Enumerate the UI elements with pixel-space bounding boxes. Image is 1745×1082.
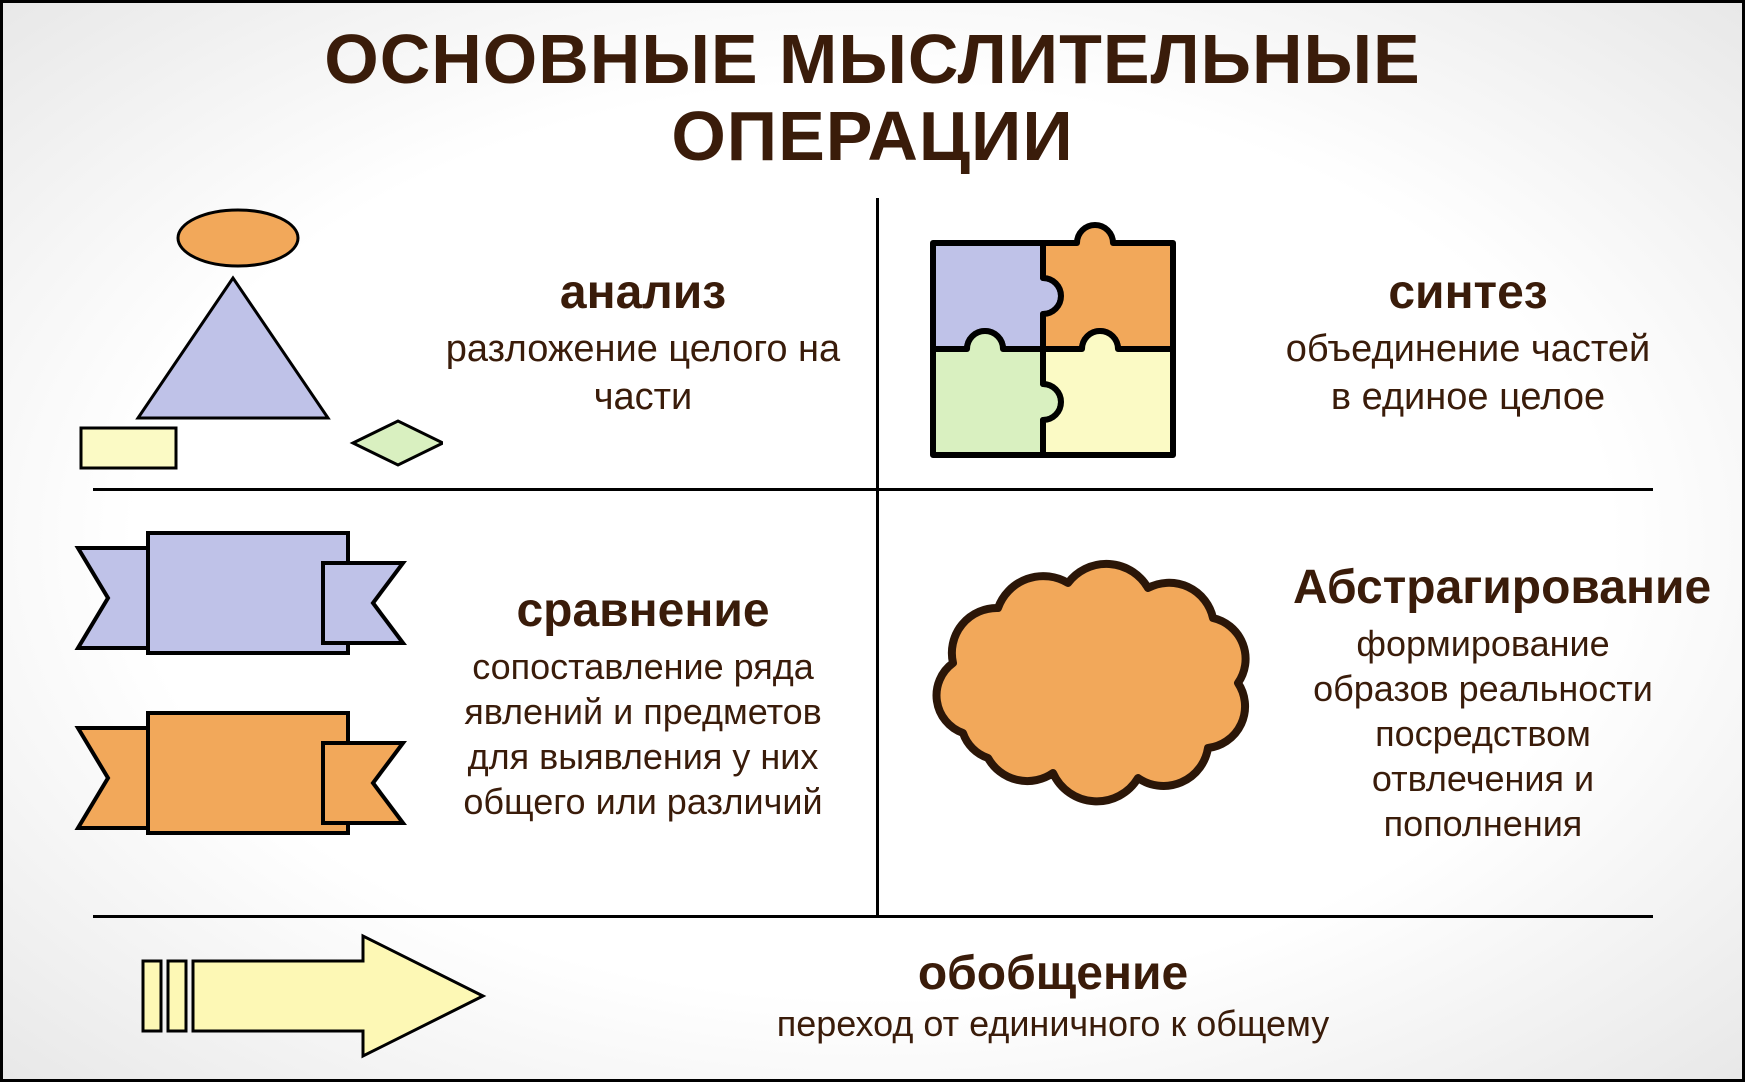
abstraction-desc: формирование образов реальности посредст…: [1293, 621, 1673, 846]
comparison-title: сравнение: [433, 583, 853, 638]
horizontal-divider-1: [93, 488, 1653, 491]
analysis-title: анализ: [443, 265, 843, 320]
comparison-desc: сопоставление ряда явлений и предметов д…: [433, 644, 853, 824]
analysis-desc: разложение целого на части: [443, 326, 843, 421]
arrow-icon: [63, 926, 503, 1066]
generalization-desc: переход от единичного к общему: [777, 1001, 1329, 1046]
cell-analysis: анализ разложение целого на части: [63, 203, 863, 483]
puzzle-icon: [893, 213, 1273, 473]
title-line2: ОПЕРАЦИИ: [3, 98, 1742, 175]
generalization-title: обобщение: [918, 946, 1188, 1001]
abstraction-title: Абстрагирование: [1293, 560, 1673, 615]
main-title: ОСНОВНЫЕ МЫСЛИТЕЛЬНЫЕ ОПЕРАЦИИ: [3, 3, 1742, 175]
analysis-shapes-icon: [63, 203, 443, 483]
title-line1: ОСНОВНЫЕ МЫСЛИТЕЛЬНЫЕ: [3, 21, 1742, 98]
banners-icon: [63, 513, 433, 893]
shapes-svg: [63, 203, 443, 483]
vertical-divider: [876, 198, 879, 918]
horizontal-divider-2: [93, 915, 1653, 918]
abstraction-text: Абстрагирование формирование образов реа…: [1293, 560, 1673, 846]
synthesis-desc: объединение частей в единое целое: [1273, 326, 1663, 421]
comparison-text: сравнение сопоставление ряда явлений и п…: [433, 583, 853, 824]
cloud-icon: [893, 533, 1293, 873]
cell-generalization: обобщение переход от единичного к общему: [63, 921, 1683, 1071]
cell-abstraction: Абстрагирование формирование образов реа…: [893, 503, 1683, 903]
analysis-text: анализ разложение целого на части: [443, 265, 843, 421]
generalization-text: обобщение переход от единичного к общему: [503, 946, 1603, 1046]
synthesis-title: синтез: [1273, 265, 1663, 320]
synthesis-text: синтез объединение частей в единое целое: [1273, 265, 1663, 421]
page: ОСНОВНЫЕ МЫСЛИТЕЛЬНЫЕ ОПЕРАЦИИ анализ ра…: [0, 0, 1745, 1082]
cell-comparison: сравнение сопоставление ряда явлений и п…: [63, 503, 863, 903]
cell-synthesis: синтез объединение частей в единое целое: [893, 203, 1683, 483]
